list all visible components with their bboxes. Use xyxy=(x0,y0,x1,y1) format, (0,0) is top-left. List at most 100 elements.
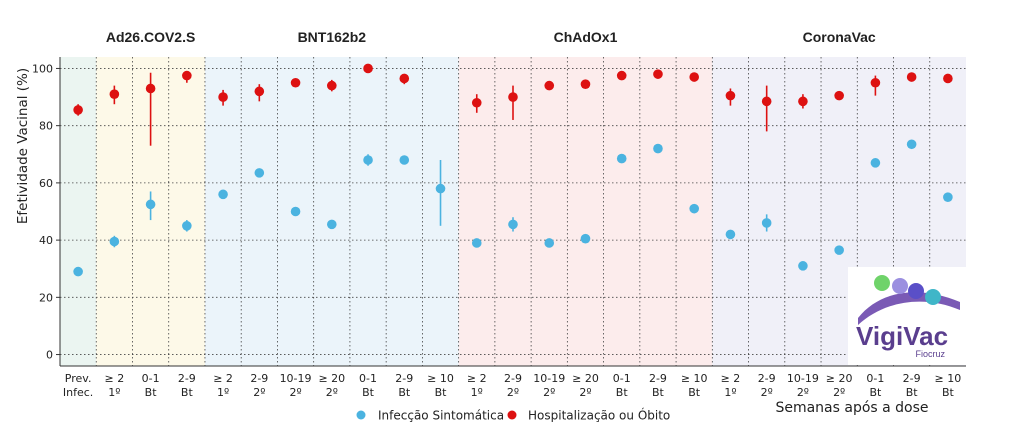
x-tick-label-top: ≥ 2 xyxy=(467,372,487,385)
x-tick-label-top: 0-1 xyxy=(613,372,631,385)
x-tick-label-top: 2-9 xyxy=(504,372,522,385)
hospital-point xyxy=(653,69,663,79)
hospital-point xyxy=(834,90,844,101)
x-tick-label-bottom: Bt xyxy=(869,386,882,399)
x-tick-label-bottom: Bt xyxy=(435,386,448,399)
x-tick-label-top: Prev. xyxy=(65,372,92,385)
y-tick-label: 60 xyxy=(39,177,53,190)
infection-point xyxy=(544,238,555,248)
hospital-point xyxy=(544,80,555,91)
x-tick-label-top: ≥ 10 xyxy=(935,372,962,385)
infection-point xyxy=(906,139,917,150)
vigivac-logo: VigiVac Fiocruz xyxy=(848,267,966,365)
x-tick-label-top: 2-9 xyxy=(395,372,413,385)
group-title: Ad26.COV2.S xyxy=(106,29,195,45)
y-tick-label: 20 xyxy=(39,291,53,304)
x-tick-label-bottom: 2º xyxy=(579,386,591,399)
y-tick-label: 80 xyxy=(39,120,53,133)
x-tick-label-bottom: Bt xyxy=(688,386,701,399)
infection-point xyxy=(290,206,301,217)
infection-point xyxy=(399,155,410,165)
hospital-point xyxy=(471,97,482,108)
x-tick-label-bottom: Bt xyxy=(652,386,665,399)
legend-infection-label: Infecção Sintomática xyxy=(378,409,504,423)
x-tick-label-bottom: Bt xyxy=(398,386,411,399)
x-tick-label-bottom: Bt xyxy=(942,386,955,399)
infection-point xyxy=(798,261,808,271)
hospital-point xyxy=(290,77,301,88)
hospital-point xyxy=(943,73,953,84)
logo-person-dot xyxy=(908,283,924,299)
x-tick-label-top: 2-9 xyxy=(250,372,268,385)
hospital-point xyxy=(616,70,627,81)
x-tick-label-bottom: 2º xyxy=(289,386,301,399)
hospital-point xyxy=(254,86,265,97)
hospital-point xyxy=(508,92,518,102)
hospital-point xyxy=(906,72,917,82)
hospital-point xyxy=(761,96,772,107)
x-tick-label-top: 2-9 xyxy=(649,372,667,385)
x-tick-label-top: ≥ 20 xyxy=(318,372,345,385)
y-tick-label: 40 xyxy=(39,234,53,247)
hospital-point xyxy=(689,72,699,82)
series-hospital xyxy=(73,63,953,146)
infection-point xyxy=(109,236,120,247)
legend-hospital-label: Hospitalização ou Óbito xyxy=(528,408,670,423)
infection-point xyxy=(471,238,482,248)
hospital-point xyxy=(870,77,881,88)
logo-name: VigiVac xyxy=(856,321,948,351)
group-backgrounds xyxy=(60,57,966,366)
y-axis-label: Efetividade Vacinal (%) xyxy=(15,68,31,224)
x-tick-label-top: 0-1 xyxy=(359,372,377,385)
x-axis-label: Semanas após a dose xyxy=(775,400,928,416)
x-tick-label-top: 10-19 xyxy=(280,372,312,385)
x-tick-label-bottom: 1º xyxy=(724,386,736,399)
hospital-point xyxy=(182,70,192,81)
x-tick-label-bottom: 2º xyxy=(833,386,845,399)
x-tick-label-top: 10-19 xyxy=(787,372,819,385)
group-titles: Ad26.COV2.S BNT162b2 ChAdOx1 CoronaVac xyxy=(106,29,876,45)
x-tick-label-bottom: Bt xyxy=(181,386,194,399)
x-tick-label-bottom: 2º xyxy=(507,386,519,399)
x-tick-label-bottom: 1º xyxy=(471,386,483,399)
infection-point xyxy=(182,221,192,231)
infection-point xyxy=(761,218,772,228)
infection-point xyxy=(73,266,83,277)
group-background xyxy=(60,57,97,366)
infection-point xyxy=(943,192,953,202)
infection-point xyxy=(870,158,881,168)
y-tick-label: 100 xyxy=(32,62,53,75)
infection-point xyxy=(580,233,591,244)
hospital-point xyxy=(327,80,337,91)
x-tick-label-top: ≥ 2 xyxy=(213,372,233,385)
series-infection xyxy=(73,139,953,277)
infection-point xyxy=(254,168,265,178)
x-tick-label-bottom: 2º xyxy=(253,386,265,399)
logo-person-dot xyxy=(874,275,890,291)
x-tick-label-top: ≥ 20 xyxy=(826,372,853,385)
infection-point xyxy=(327,219,337,230)
x-tick-label-top: ≥ 2 xyxy=(105,372,125,385)
x-tick-label-top: 0-1 xyxy=(866,372,884,385)
axes xyxy=(59,57,966,367)
x-tick-label-bottom: 2º xyxy=(543,386,555,399)
x-tick-label-bottom: Bt xyxy=(906,386,919,399)
x-tick-label-bottom: Infec. xyxy=(63,386,93,399)
x-tick-label-top: 0-1 xyxy=(142,372,160,385)
hospital-point xyxy=(580,79,591,89)
x-tick-label-top: ≥ 20 xyxy=(572,372,599,385)
x-tick-label-bottom: Bt xyxy=(362,386,375,399)
x-tick-label-bottom: 1º xyxy=(217,386,229,399)
x-tick-label-bottom: 1º xyxy=(108,386,120,399)
y-tick-labels: 0 20 40 60 80 100 xyxy=(32,62,60,362)
y-tick-label: 0 xyxy=(46,349,53,362)
infection-point xyxy=(616,153,627,164)
x-tick-label-bottom: 2º xyxy=(797,386,809,399)
x-tick-label-bottom: 2º xyxy=(326,386,338,399)
hospital-point xyxy=(218,92,228,102)
x-tick-label-top: 2-9 xyxy=(178,372,196,385)
hospital-point xyxy=(73,105,83,115)
infection-point xyxy=(653,143,663,154)
